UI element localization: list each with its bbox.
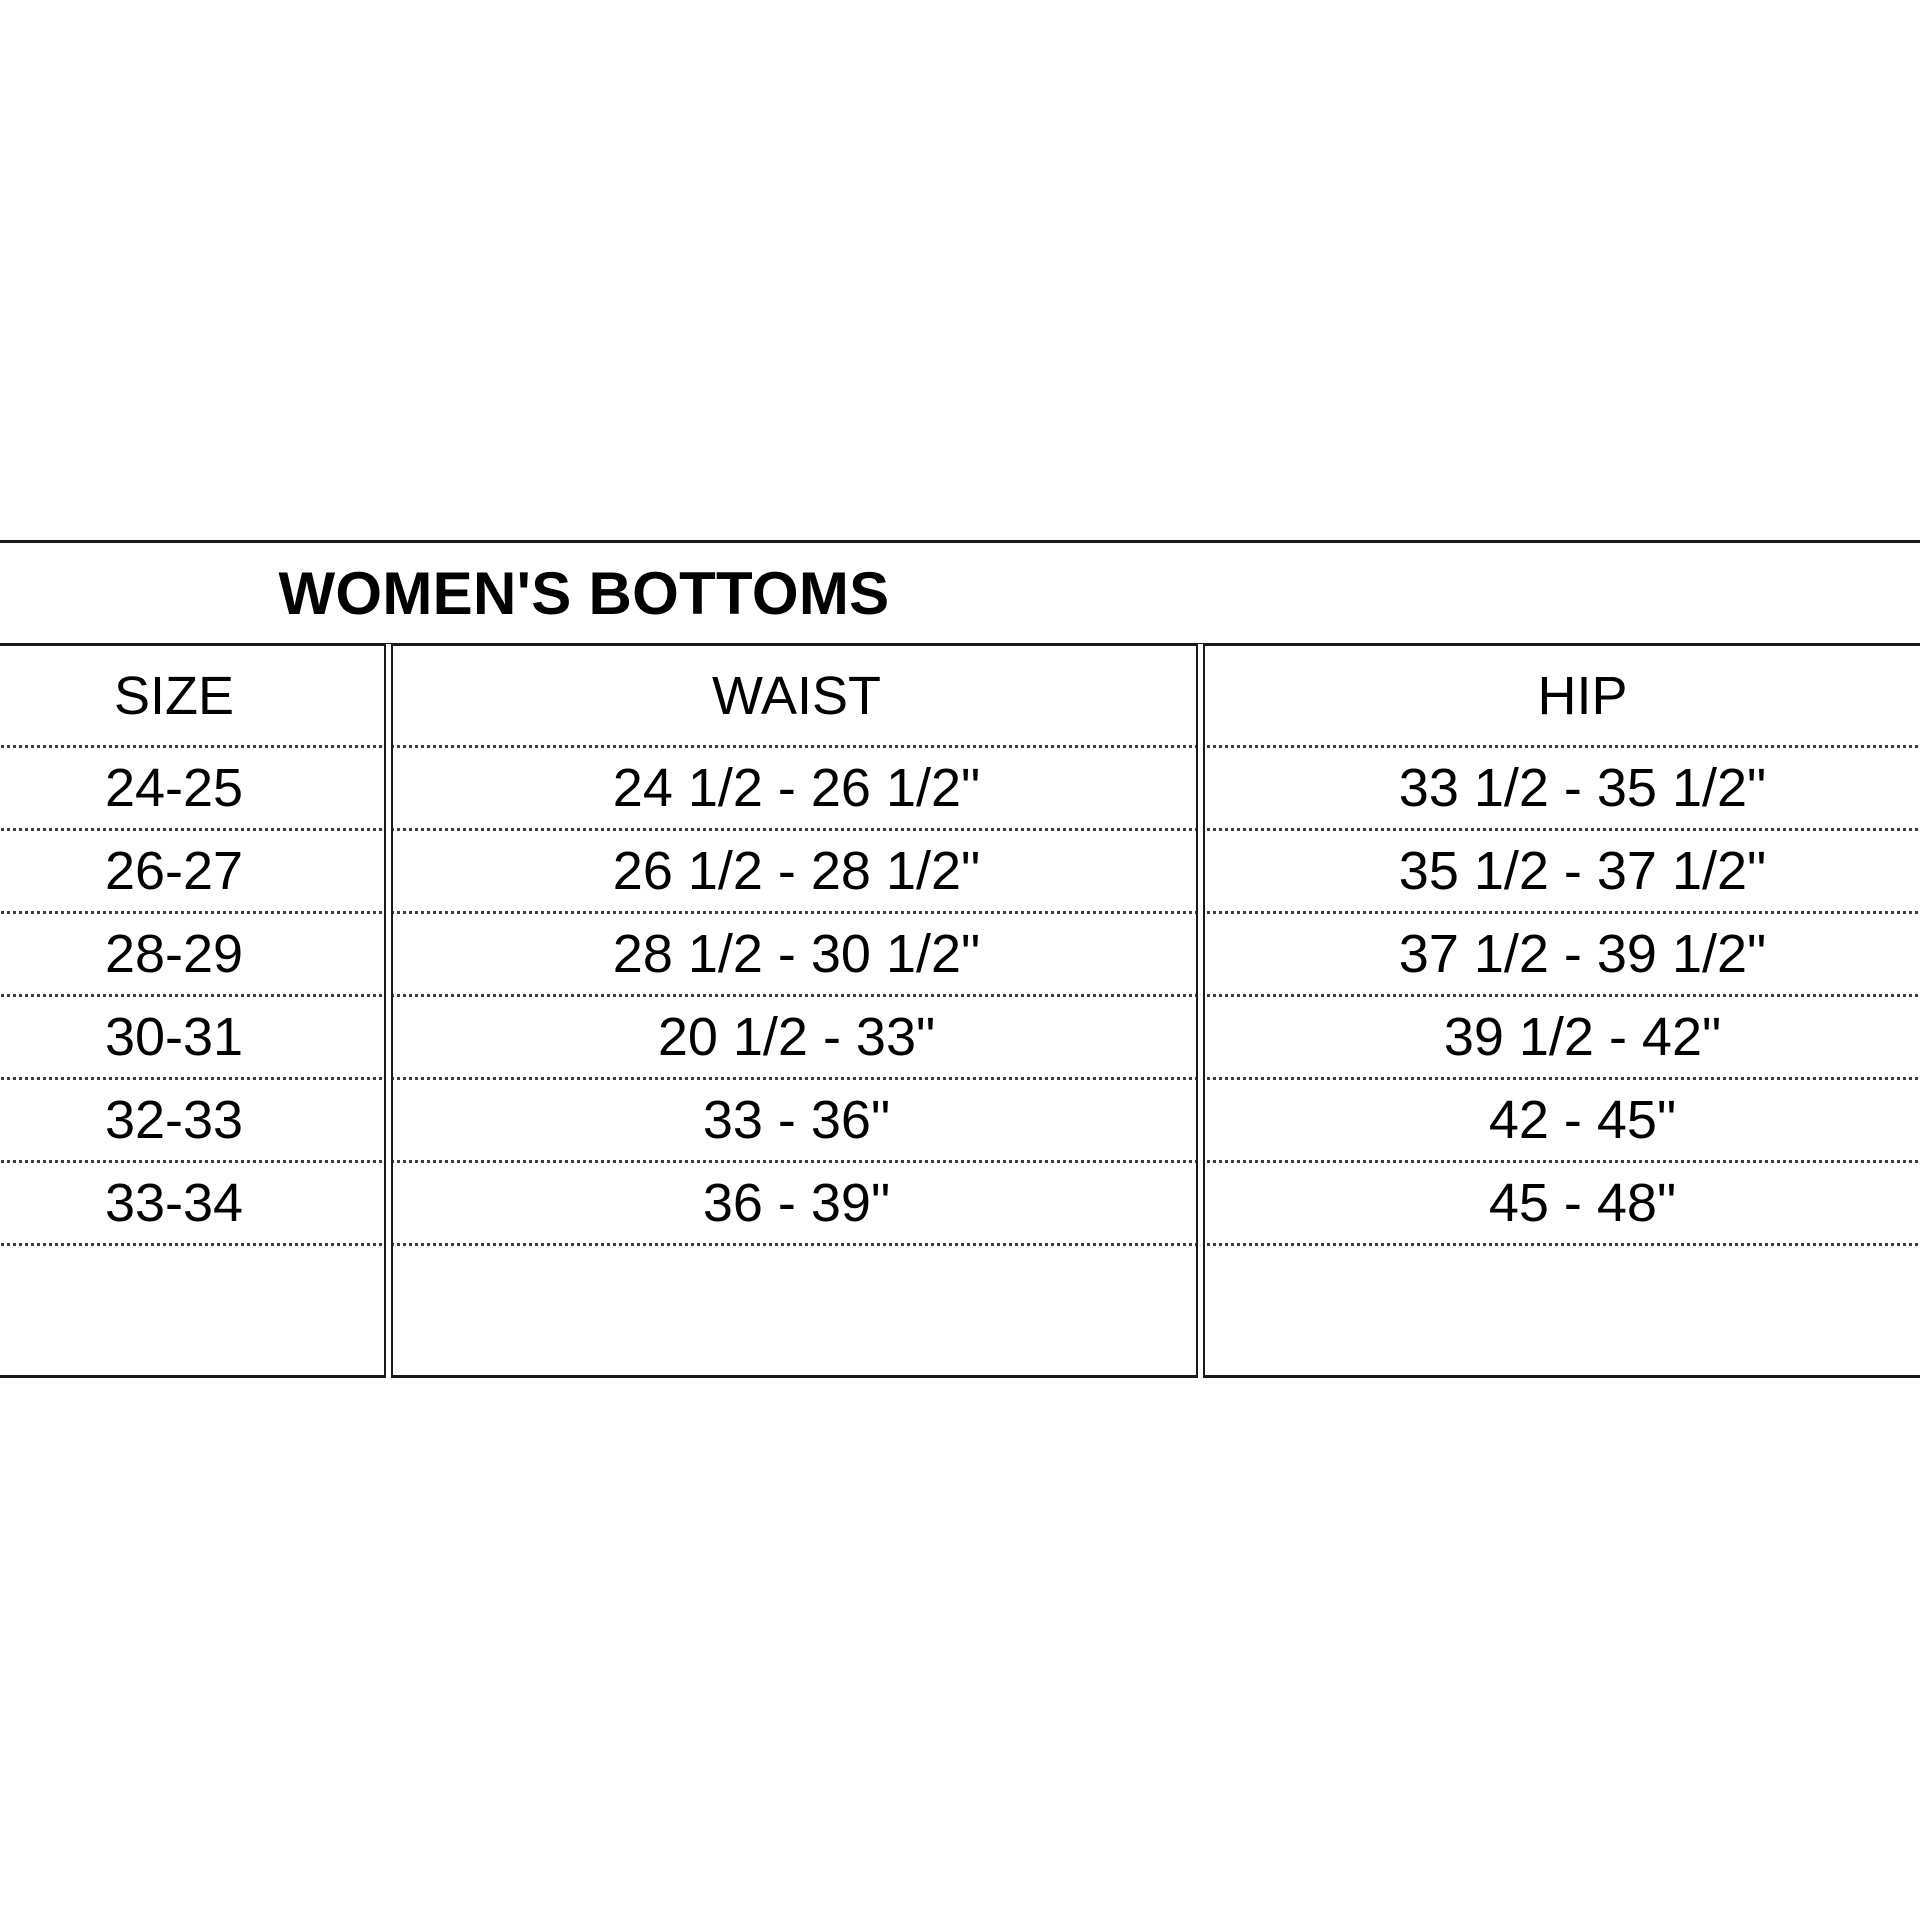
table-row[interactable]: 32-33 33 - 36" 42 - 45" [0, 1080, 1920, 1160]
column-header-waist: WAIST [712, 665, 881, 726]
cell-size: 26-27 [104, 841, 244, 901]
cell-waist: 28 1/2 - 30 1/2" [612, 924, 981, 984]
chart-title-row: WOMEN'S BOTTOMS [0, 543, 1920, 643]
table-row[interactable]: 24-25 24 1/2 - 26 1/2" 33 1/2 - 35 1/2" [0, 748, 1920, 828]
cell-size: 32-33 [104, 1090, 244, 1150]
title-bottom-border [0, 643, 1920, 646]
cell-size: 24-25 [104, 758, 244, 818]
row-separator-4 [0, 1077, 1920, 1080]
row-separator-header [0, 745, 1920, 748]
table-row[interactable]: 28-29 28 1/2 - 30 1/2" 37 1/2 - 39 1/2" [0, 914, 1920, 994]
row-separator-2 [0, 911, 1920, 914]
cell-waist: 33 - 36" [702, 1090, 891, 1150]
table-row[interactable]: 26-27 26 1/2 - 28 1/2" 35 1/2 - 37 1/2" [0, 831, 1920, 911]
table-header-row: SIZE WAIST HIP [0, 646, 1920, 745]
row-separator-3 [0, 994, 1920, 997]
cell-size: 33-34 [104, 1173, 244, 1233]
column-header-hip: HIP [1537, 665, 1628, 726]
chart-title: WOMEN'S BOTTOMS [278, 559, 890, 627]
row-separator-5 [0, 1160, 1920, 1163]
row-separator-1 [0, 828, 1920, 831]
table-top-border [0, 540, 1920, 543]
row-separator-6 [0, 1243, 1920, 1246]
table-bottom-border [0, 1375, 1920, 1378]
cell-size: 28-29 [104, 924, 244, 984]
cell-waist: 24 1/2 - 26 1/2" [612, 758, 981, 818]
cell-hip: 42 - 45" [1488, 1090, 1677, 1150]
cell-size: 30-31 [104, 1007, 244, 1067]
cell-waist: 36 - 39" [702, 1173, 891, 1233]
cell-hip: 45 - 48" [1488, 1173, 1677, 1233]
cell-hip: 33 1/2 - 35 1/2" [1398, 758, 1767, 818]
cell-hip: 35 1/2 - 37 1/2" [1398, 841, 1767, 901]
cell-waist: 20 1/2 - 33" [657, 1007, 936, 1067]
table-row[interactable]: 33-34 36 - 39" 45 - 48" [0, 1163, 1920, 1243]
cell-waist: 26 1/2 - 28 1/2" [612, 841, 981, 901]
column-header-size: SIZE [113, 665, 235, 726]
cell-hip: 39 1/2 - 42" [1443, 1007, 1722, 1067]
column-divider-waist-hip [1196, 644, 1205, 1378]
column-divider-size-waist [384, 644, 393, 1378]
table-row[interactable]: 30-31 20 1/2 - 33" 39 1/2 - 42" [0, 997, 1920, 1077]
cell-hip: 37 1/2 - 39 1/2" [1398, 924, 1767, 984]
